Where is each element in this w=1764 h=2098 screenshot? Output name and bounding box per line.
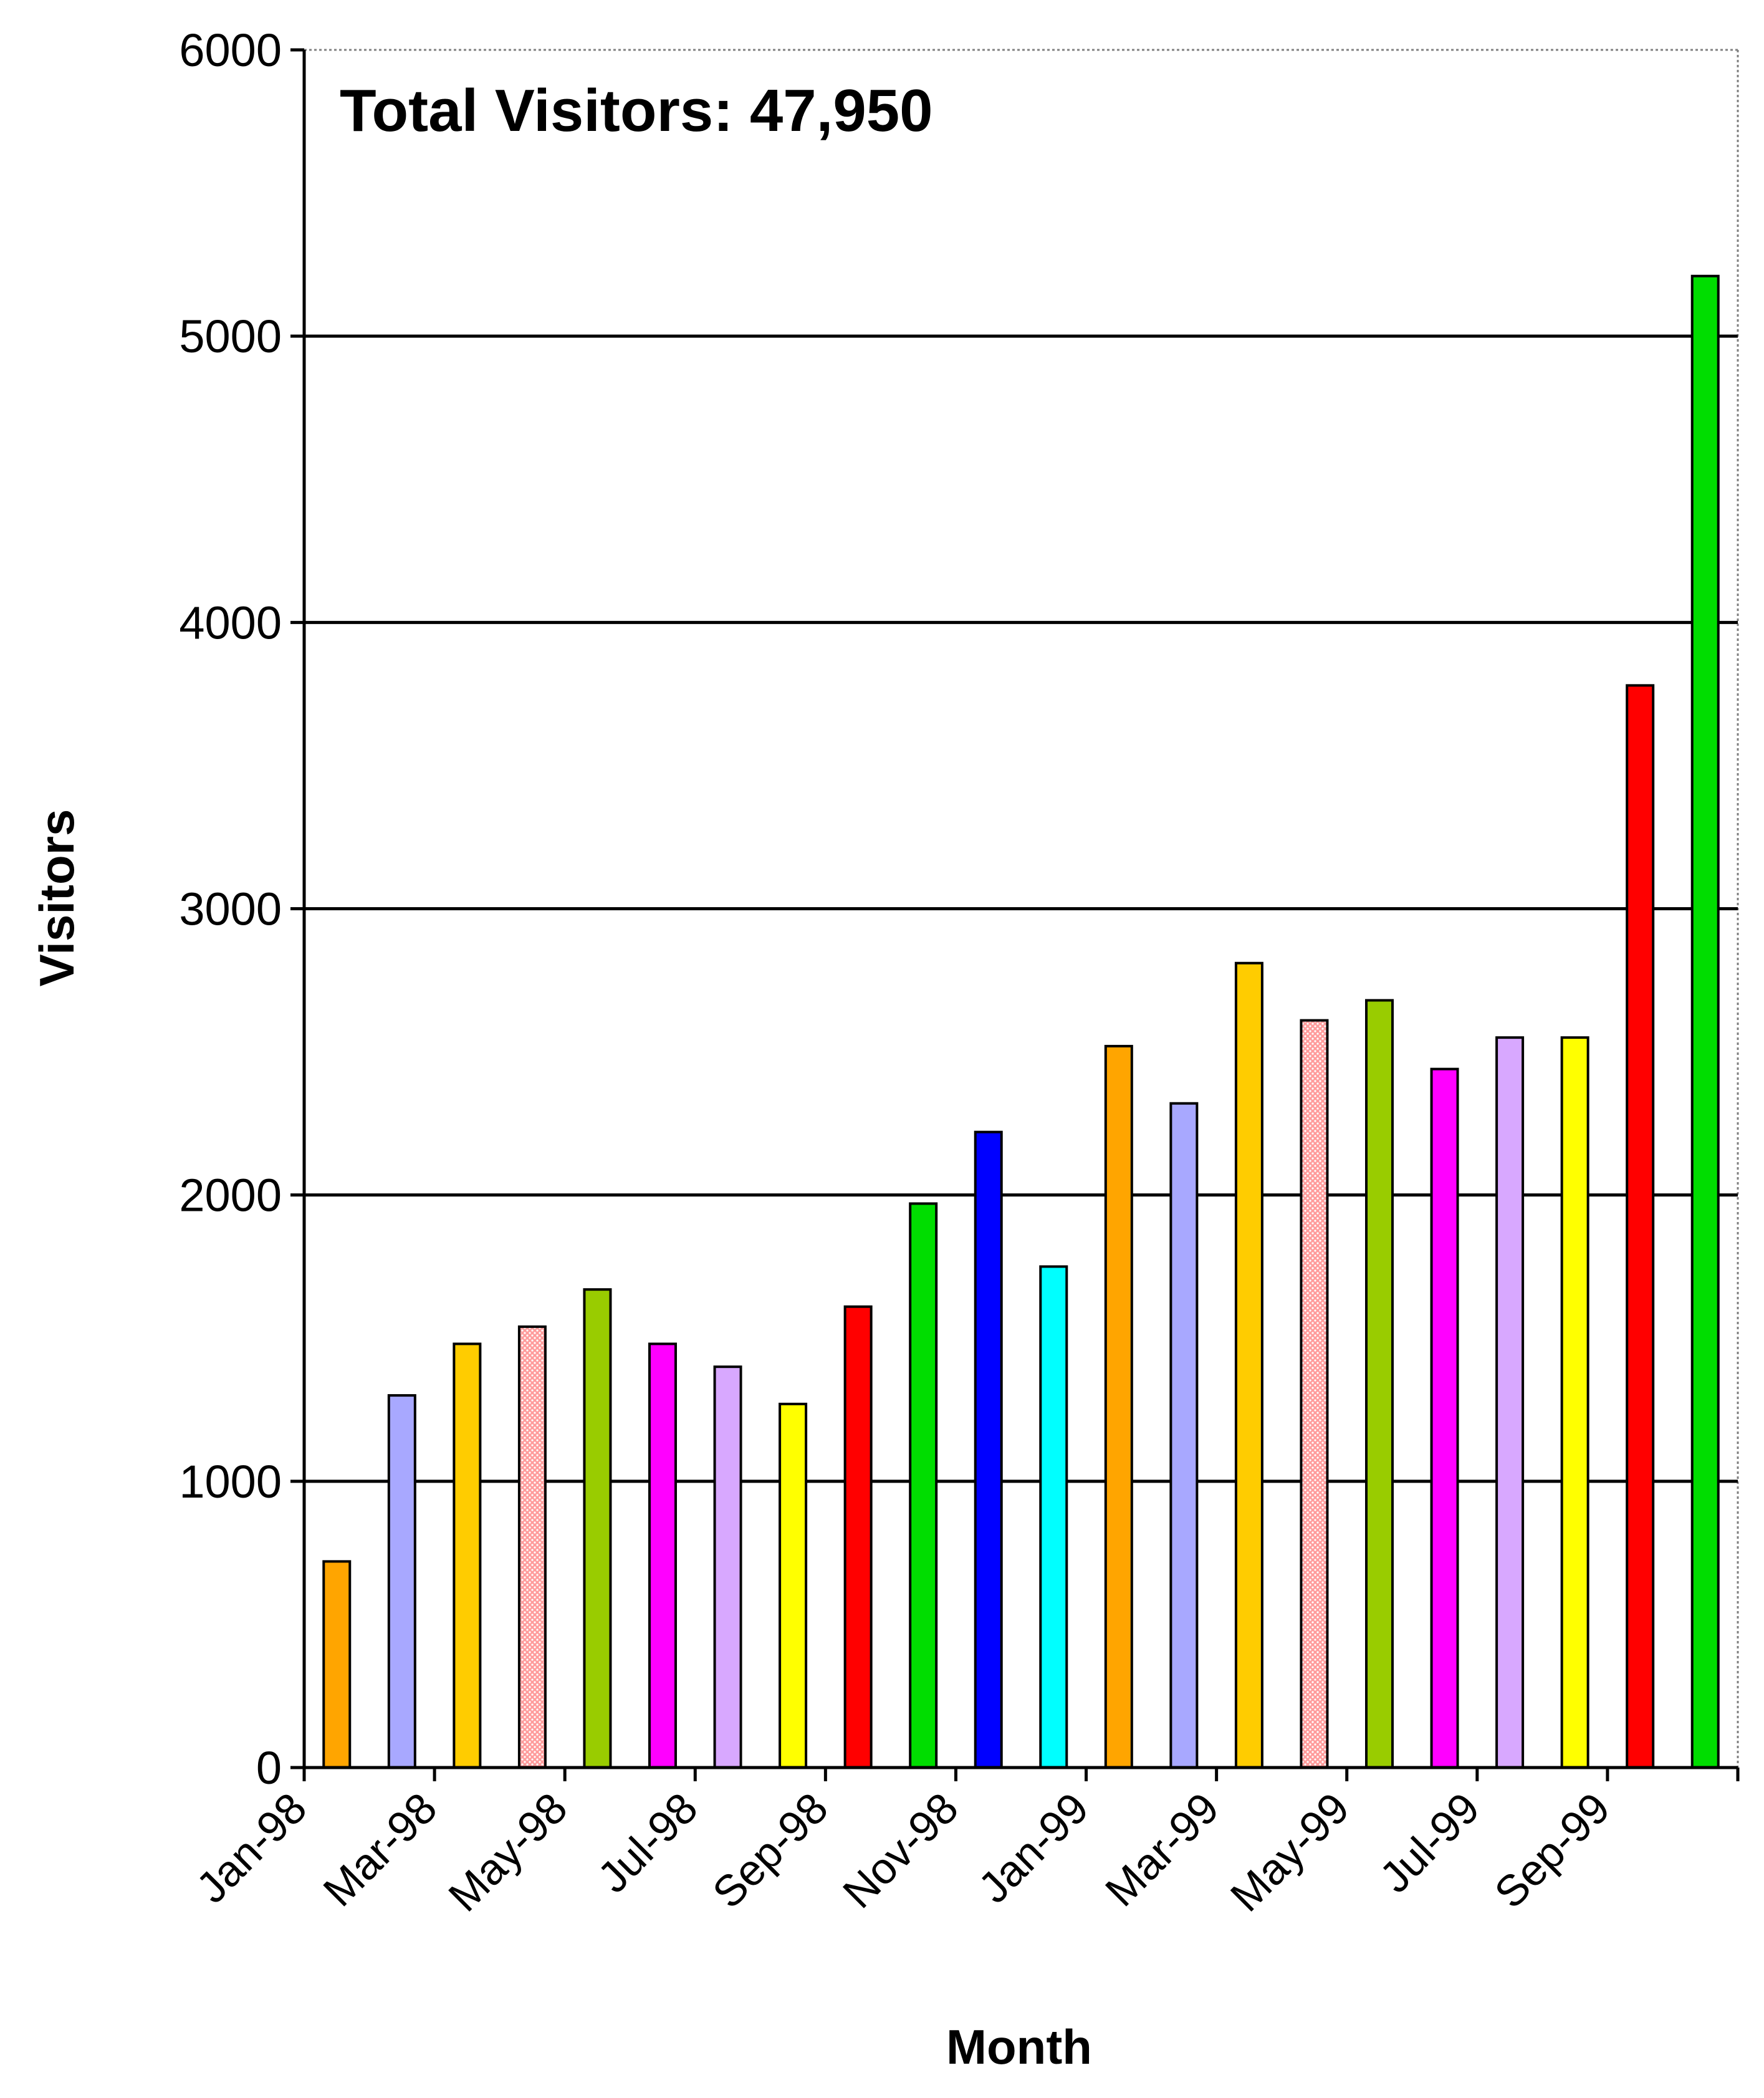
y-tick-label: 1000 [179,1456,282,1508]
x-tick-label: Jan-98 [187,1783,316,1912]
bar-oct-98 [909,1202,938,1769]
bar-nov-98 [974,1130,1003,1769]
y-tick-label: 3000 [179,883,282,935]
x-tick-label: Jan-99 [969,1783,1098,1912]
bar-jun-98 [648,1342,677,1769]
y-axis-label: Visitors [29,809,84,987]
y-tick-label: 5000 [179,310,282,362]
bar-feb-98 [387,1394,416,1769]
bar-oct-99 [1690,274,1720,1769]
chart-title: Total Visitors: 47,950 [340,77,933,144]
y-tick-labels: 0 1000 2000 3000 4000 5000 6000 [179,24,304,1794]
bar-aug-99 [1560,1036,1589,1769]
x-tick-label: Nov-98 [833,1783,967,1917]
bar-apr-99 [1300,1019,1329,1769]
y-tick-label: 0 [256,1742,282,1794]
bar-jan-98 [322,1560,352,1769]
x-axis-label: Month [946,2019,1092,2074]
x-tick-label: Jul-98 [588,1783,707,1902]
bar-jul-99 [1495,1036,1525,1769]
bar-apr-98 [517,1325,547,1769]
bar-may-98 [583,1288,612,1769]
x-tick-label: Sep-98 [703,1783,837,1917]
bar-aug-98 [779,1402,808,1769]
bar-feb-99 [1169,1102,1199,1769]
x-tick-label: Sep-99 [1485,1783,1619,1917]
x-tick-label: May-98 [439,1783,577,1920]
bar-mar-99 [1234,961,1263,1769]
x-tick-label: Mar-98 [314,1783,446,1915]
bar-mar-98 [453,1342,482,1769]
bar-sep-98 [843,1305,873,1769]
bar-jan-99 [1104,1044,1133,1769]
x-tick-label: May-99 [1221,1783,1358,1920]
x-tick-label: Jul-99 [1370,1783,1488,1902]
y-tick-label: 4000 [179,597,282,648]
bars [322,274,1720,1769]
bar-dec-98 [1039,1265,1068,1769]
y-tick-label: 6000 [179,24,282,76]
bar-jul-98 [713,1365,742,1769]
bar-jun-99 [1430,1067,1459,1769]
y-tick-label: 2000 [179,1170,282,1221]
bar-may-99 [1365,999,1394,1769]
x-tick-label: Mar-99 [1096,1783,1228,1915]
bar-sep-99 [1626,684,1655,1769]
